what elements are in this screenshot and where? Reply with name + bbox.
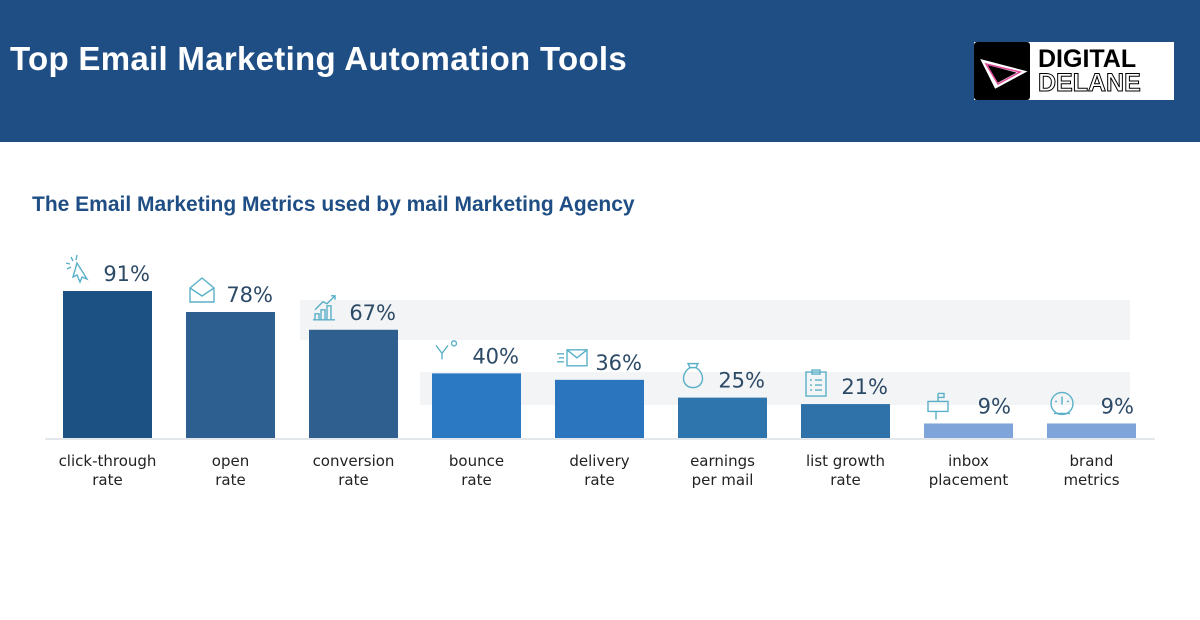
category-label-line: conversion xyxy=(313,452,395,470)
category-label-line: placement xyxy=(929,471,1009,489)
clipboard-list-icon xyxy=(805,369,827,397)
bar xyxy=(801,404,890,438)
data-label: 36% xyxy=(595,351,642,375)
open-envelope-icon xyxy=(189,277,215,303)
category-label-line: open xyxy=(212,452,249,470)
category-label-line: rate xyxy=(584,471,614,489)
bar xyxy=(1047,423,1136,438)
background-band xyxy=(420,372,1130,405)
play-arrow-logo-icon xyxy=(974,42,1030,100)
category-label: earnings per mail xyxy=(690,452,755,489)
data-label: 25% xyxy=(718,369,765,393)
category-label: bounce rate xyxy=(449,452,504,489)
category-label: inbox placement xyxy=(929,452,1009,489)
data-label: 9% xyxy=(1101,394,1134,418)
page-title: Top Email Marketing Automation Tools xyxy=(10,40,628,77)
data-label: 78% xyxy=(226,283,273,307)
category-label-line: list growth xyxy=(806,452,885,470)
category-label-line: bounce xyxy=(449,452,504,470)
category-label: open rate xyxy=(212,452,249,489)
category-label-line: inbox xyxy=(948,452,989,470)
data-label: 67% xyxy=(349,301,396,325)
data-label: 91% xyxy=(103,262,150,286)
bounce-icon xyxy=(435,340,458,360)
bar xyxy=(924,423,1013,438)
category-label-line: rate xyxy=(338,471,368,489)
growth-chart-icon xyxy=(313,295,336,321)
category-label-line: earnings xyxy=(690,452,755,470)
logo-text-line1: DIGITAL xyxy=(1038,45,1137,73)
category-label: conversion rate xyxy=(313,452,395,489)
category-label: click-through rate xyxy=(59,452,157,489)
mailbox-icon xyxy=(927,392,949,420)
gauge-icon xyxy=(1050,391,1074,416)
money-bag-icon xyxy=(682,362,704,389)
category-label-line: rate xyxy=(461,471,491,489)
chart-title: The Email Marketing Metrics used by mail… xyxy=(32,193,635,216)
header-banner: Top Email Marketing Automation Tools DIG… xyxy=(0,0,1200,142)
category-label-line: rate xyxy=(215,471,245,489)
logo-text-line2: DELANE xyxy=(1038,69,1142,97)
category-label: delivery rate xyxy=(569,452,629,489)
bar xyxy=(432,373,521,438)
category-label-line: rate xyxy=(830,471,860,489)
cursor-click-icon xyxy=(65,254,89,284)
bar xyxy=(309,329,398,438)
background-band xyxy=(300,300,1130,340)
fast-mail-icon xyxy=(557,349,588,367)
category-label-line: brand xyxy=(1070,452,1114,470)
category-label-line: metrics xyxy=(1063,471,1119,489)
category-label-line: click-through xyxy=(59,452,157,470)
bar xyxy=(186,312,275,438)
category-label: list growth rate xyxy=(806,452,885,489)
data-label: 9% xyxy=(978,394,1011,418)
category-label-line: rate xyxy=(92,471,122,489)
bar xyxy=(63,291,152,438)
bar xyxy=(555,379,644,438)
data-label: 21% xyxy=(841,375,888,399)
bar xyxy=(678,397,767,438)
category-label-line: delivery xyxy=(569,452,629,470)
category-label: brand metrics xyxy=(1063,452,1119,489)
digital-delane-logo: DIGITAL DELANE xyxy=(974,42,1174,100)
data-label: 40% xyxy=(472,344,519,368)
category-label-line: per mail xyxy=(692,471,754,489)
